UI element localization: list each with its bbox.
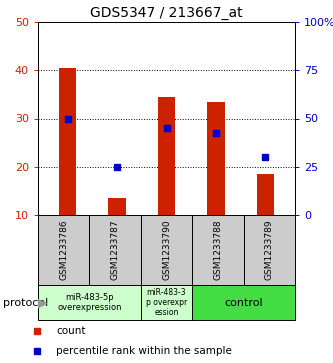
Bar bbox=[38, 215, 89, 285]
Text: control: control bbox=[224, 298, 263, 307]
Text: miR-483-5p
overexpression: miR-483-5p overexpression bbox=[57, 293, 122, 312]
Bar bbox=[109, 198, 126, 215]
Text: GSM1233787: GSM1233787 bbox=[111, 220, 120, 280]
Bar bbox=[244, 215, 295, 285]
Bar bbox=[59, 68, 76, 215]
Bar bbox=[158, 97, 175, 215]
Bar bbox=[192, 285, 295, 320]
Bar bbox=[192, 215, 244, 285]
Text: percentile rank within the sample: percentile rank within the sample bbox=[56, 346, 232, 356]
Bar bbox=[141, 215, 192, 285]
Bar bbox=[257, 174, 274, 215]
Title: GDS5347 / 213667_at: GDS5347 / 213667_at bbox=[90, 5, 243, 20]
Bar bbox=[38, 285, 141, 320]
Text: protocol: protocol bbox=[3, 298, 49, 307]
Text: ▶: ▶ bbox=[38, 296, 48, 309]
Text: count: count bbox=[56, 326, 86, 336]
Text: GSM1233790: GSM1233790 bbox=[162, 220, 171, 280]
Bar bbox=[89, 215, 141, 285]
Text: GSM1233786: GSM1233786 bbox=[59, 220, 68, 280]
Text: GSM1233789: GSM1233789 bbox=[265, 220, 274, 280]
Bar bbox=[141, 285, 192, 320]
Text: GSM1233788: GSM1233788 bbox=[213, 220, 222, 280]
Bar bbox=[207, 102, 224, 215]
Text: miR-483-3
p overexpr
ession: miR-483-3 p overexpr ession bbox=[146, 287, 187, 317]
